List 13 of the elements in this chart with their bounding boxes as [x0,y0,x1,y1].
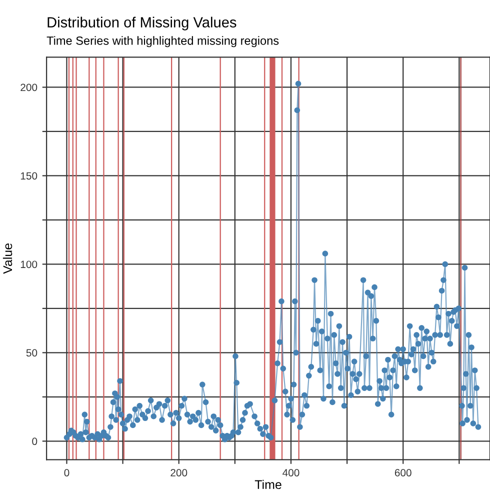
x-tick-label: 200 [170,469,188,476]
x-axis-title: Time [254,480,282,490]
chart-subtitle: Time Series with highlighted missing regions [46,36,279,48]
y-tick-label: 50 [26,349,38,357]
chart-title: Distribution of Missing Values [48,16,236,30]
y-axis-title: Value [2,243,12,274]
x-tick-label: 0 [64,469,70,476]
y-tick-label: 150 [20,172,38,180]
y-tick-label: 0 [32,438,38,446]
y-tick-label: 200 [20,84,38,92]
y-tick-label: 100 [20,260,38,268]
x-tick-label: 400 [282,469,300,476]
x-tick-label: 600 [394,469,412,476]
